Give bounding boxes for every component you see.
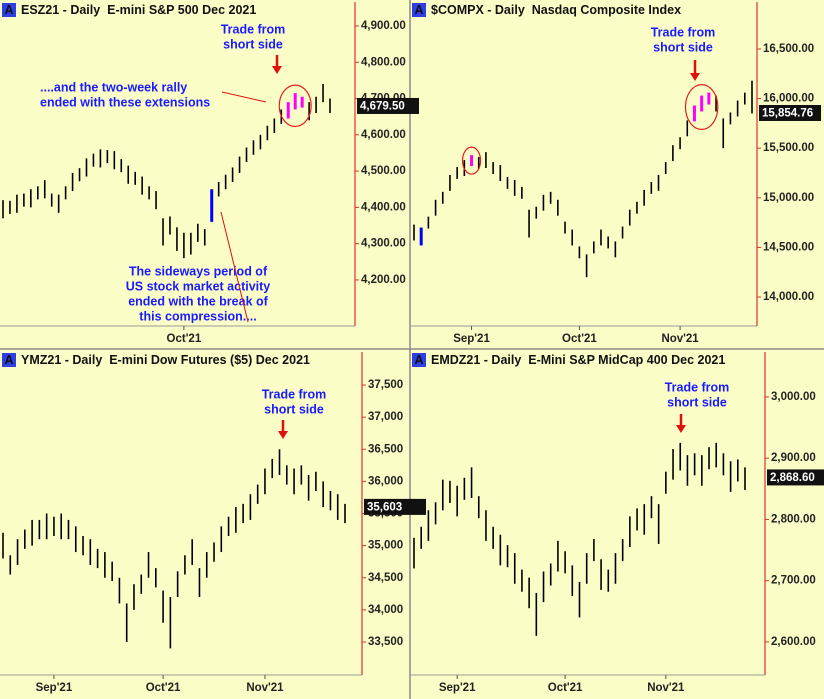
y-tick-label: 2,800.00 — [771, 513, 816, 525]
y-tick-label: 37,000 — [368, 411, 403, 423]
annotation: short side — [223, 37, 283, 51]
last-value-label: 15,854.76 — [762, 108, 813, 120]
annotation: this compression.... — [139, 309, 256, 323]
badge-box — [2, 353, 16, 367]
y-tick-label: 16,500.00 — [763, 43, 814, 55]
x-tick-label: Nov'21 — [647, 682, 685, 694]
last-value-box — [759, 104, 821, 121]
highlight-circle — [278, 84, 312, 128]
chart-title: YMZ21 - Daily E-mini Dow Futures ($5) De… — [21, 353, 310, 367]
annotation: ended with the break of — [128, 294, 268, 308]
last-value-label: 2,868.60 — [770, 472, 815, 484]
y-tick-label: 4,300.00 — [361, 238, 406, 250]
annotation: short side — [264, 402, 324, 416]
highlight-circle — [461, 146, 482, 175]
annotation: The sideways period of — [129, 264, 268, 278]
x-tick-label: Oct'21 — [167, 333, 202, 345]
annotation: short side — [667, 395, 727, 409]
last-value-box — [767, 469, 824, 486]
y-tick-label: 4,600.00 — [361, 129, 406, 141]
x-tick-label: Oct'21 — [548, 682, 583, 694]
y-tick-label: 36,500 — [368, 443, 403, 455]
annotation: Trade from — [665, 380, 730, 394]
annotation: Trade from — [651, 25, 716, 39]
x-tick-label: Sep'21 — [453, 333, 490, 345]
y-tick-label: 2,700.00 — [771, 575, 816, 587]
chart-title: ESZ21 - Daily E-mini S&P 500 Dec 2021 — [21, 3, 256, 17]
badge-box — [412, 3, 426, 17]
chart-title: $COMPX - Daily Nasdaq Composite Index — [431, 3, 681, 17]
y-tick-label: 34,000 — [368, 604, 403, 616]
leader-line — [221, 91, 267, 103]
last-value-label: 35,603 — [367, 501, 402, 513]
y-tick-label: 4,200.00 — [361, 274, 406, 286]
y-tick-label: 4,900.00 — [361, 20, 406, 32]
last-value-box — [364, 498, 426, 515]
y-tick-label: 35,000 — [368, 540, 403, 552]
y-tick-label: 33,500 — [368, 636, 403, 648]
y-tick-label: 4,800.00 — [361, 56, 406, 68]
badge: A — [414, 3, 423, 17]
annotation: US stock market activity — [126, 279, 271, 293]
badge-box — [2, 3, 16, 17]
annotation: Trade from — [262, 387, 327, 401]
y-tick-label: 36,000 — [368, 475, 403, 487]
badge: A — [4, 353, 13, 367]
highlight-circle — [684, 84, 719, 130]
x-tick-label: Sep'21 — [439, 682, 476, 694]
x-tick-label: Sep'21 — [36, 682, 73, 694]
annotation: Trade from — [221, 22, 286, 36]
y-tick-label: 16,000.00 — [763, 93, 814, 105]
arrow-head — [272, 66, 282, 74]
y-tick-label: 2,600.00 — [771, 636, 816, 648]
x-tick-label: Nov'21 — [246, 682, 284, 694]
y-tick-label: 14,000.00 — [763, 291, 814, 303]
leader-line — [220, 211, 249, 323]
arrow-head — [278, 431, 288, 439]
last-value-label: 4,679.50 — [360, 101, 405, 113]
x-tick-label: Oct'21 — [146, 682, 181, 694]
chart-title: EMDZ21 - Daily E-Mini S&P MidCap 400 Dec… — [431, 353, 725, 367]
y-tick-label: 14,500.00 — [763, 241, 814, 253]
annotation: ended with these extensions — [40, 95, 210, 109]
y-tick-label: 4,500.00 — [361, 165, 406, 177]
badge: A — [4, 3, 13, 17]
y-tick-label: 34,500 — [368, 572, 403, 584]
last-value-box — [357, 97, 419, 114]
x-tick-label: Oct'21 — [562, 333, 597, 345]
y-tick-label: 3,000.00 — [771, 391, 816, 403]
annotation: short side — [653, 40, 713, 54]
arrow-head — [690, 73, 700, 81]
y-tick-label: 15,500.00 — [763, 142, 814, 154]
y-tick-label: 37,500 — [368, 379, 403, 391]
badge-box — [412, 353, 426, 367]
y-tick-label: 15,000.00 — [763, 192, 814, 204]
y-tick-label: 2,900.00 — [771, 452, 816, 464]
y-tick-label: 4,400.00 — [361, 201, 406, 213]
x-tick-label: Nov'21 — [661, 333, 699, 345]
badge: A — [414, 353, 423, 367]
annotation: ....and the two-week rally — [40, 80, 187, 94]
arrow-head — [676, 425, 686, 433]
